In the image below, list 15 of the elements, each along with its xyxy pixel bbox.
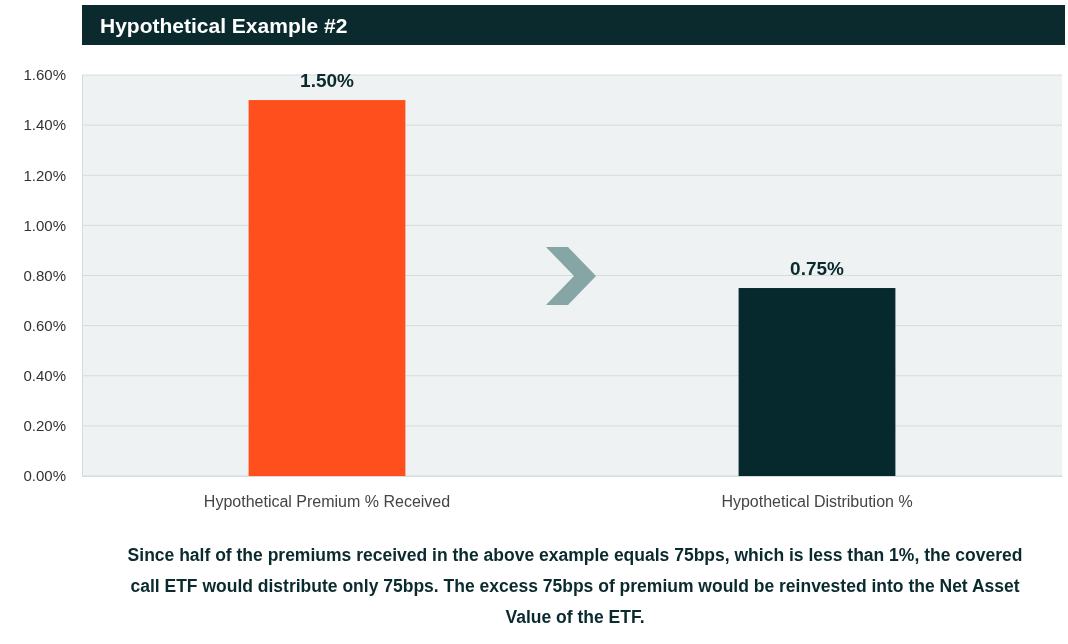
data-label: 1.50% bbox=[300, 70, 355, 92]
y-tick-label: 1.60% bbox=[23, 66, 66, 84]
y-tick-label: 0.40% bbox=[23, 367, 66, 385]
y-tick-label: 1.00% bbox=[23, 216, 66, 234]
y-tick-label: 1.20% bbox=[23, 166, 66, 184]
y-tick-label: 0.60% bbox=[23, 316, 66, 334]
x-tick-label: Hypothetical Distribution % bbox=[721, 493, 913, 511]
data-label: 0.75% bbox=[790, 258, 845, 280]
y-tick-label: 0.80% bbox=[23, 266, 66, 284]
x-tick-label: Hypothetical Premium % Received bbox=[203, 493, 451, 511]
text: Since half of the premiums received in the above example equals 75bps, which is less than 1%, the covered call ETF would distribute only 75bps. The excess 75bps of premium would be reinvested into the Net Asset Value of the ETF. bbox=[126, 544, 1024, 629]
y-tick-label: 1.40% bbox=[23, 116, 66, 134]
chart-title: Hypothetical Example #2 bbox=[100, 14, 348, 37]
y-tick-label: 0.00% bbox=[23, 467, 66, 485]
y-tick-label: 0.20% bbox=[23, 417, 66, 435]
